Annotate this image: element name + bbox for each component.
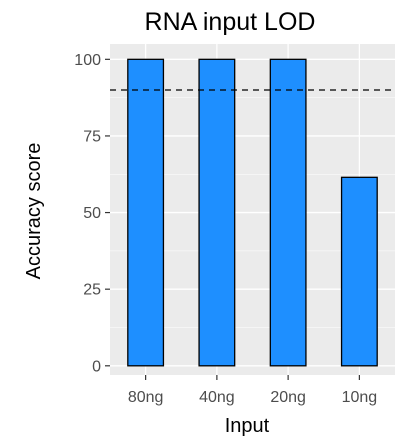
bar-20ng — [269, 58, 307, 367]
x-axis-title: Input — [225, 415, 270, 437]
x-tick-label: 20ng — [270, 389, 306, 406]
bars — [127, 58, 378, 367]
y-tick-label: 0 — [92, 358, 101, 375]
bar-10ng — [340, 176, 378, 367]
y-tick-label: 75 — [83, 128, 101, 145]
bar-40ng — [198, 58, 236, 367]
y-axis-title: Accuracy score — [23, 143, 45, 280]
y-tick-label: 25 — [83, 282, 101, 299]
x-axis: 80ng 40ng 20ng 10ng — [128, 375, 377, 406]
x-tick-label: 80ng — [128, 389, 164, 406]
x-tick-label: 40ng — [199, 389, 235, 406]
y-tick-label: 100 — [74, 52, 101, 69]
y-axis: 0 25 50 75 100 — [74, 52, 110, 375]
x-tick-label: 10ng — [342, 389, 378, 406]
y-tick-label: 50 — [83, 205, 101, 222]
bar-80ng — [127, 58, 165, 367]
chart-title: RNA input LOD — [145, 8, 316, 36]
